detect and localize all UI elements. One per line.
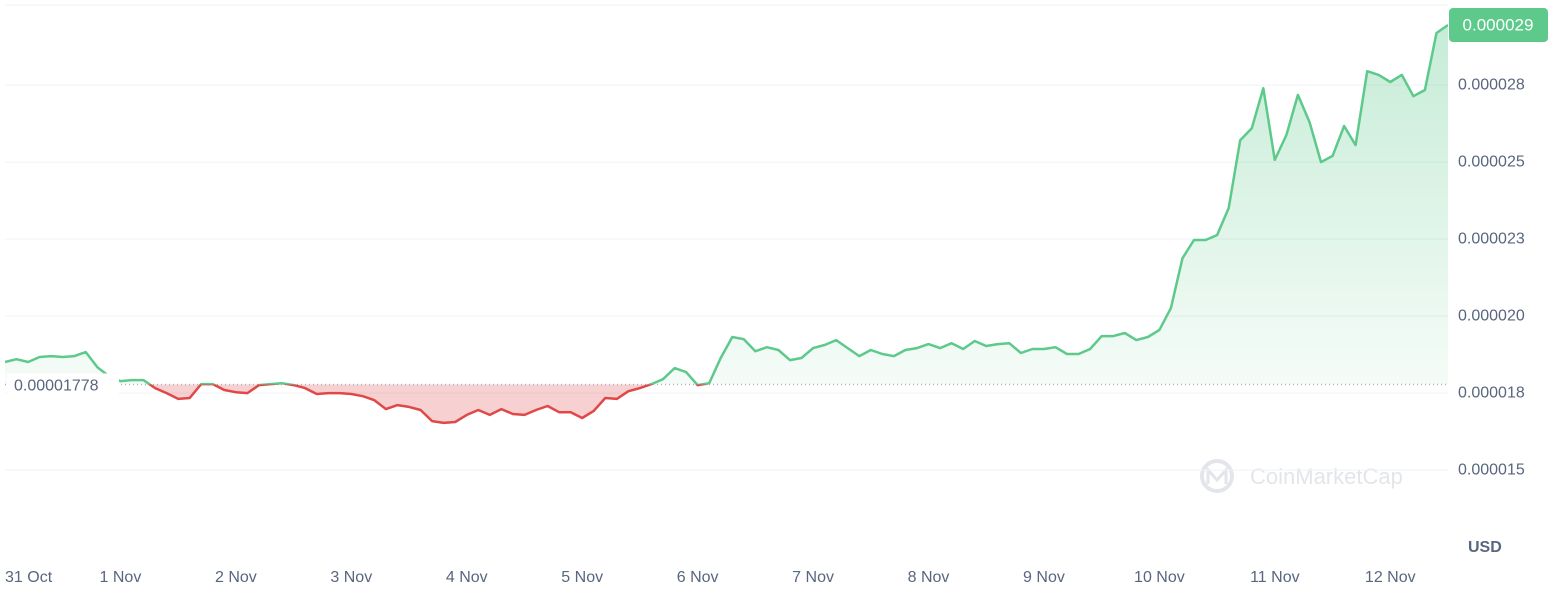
current-price-box (1449, 8, 1548, 43)
watermark-text: CoinMarketCap (1250, 464, 1403, 489)
x-tick-label: 9 Nov (1023, 569, 1065, 586)
baseline-label: 0.00001778 (14, 378, 99, 395)
y-tick-label: 0.000015 (1458, 461, 1525, 478)
x-tick-label: 4 Nov (446, 569, 488, 586)
baseline-label-box (7, 373, 119, 396)
x-tick-label: 2 Nov (215, 569, 257, 586)
x-tick-label: 6 Nov (677, 569, 719, 586)
x-tick-label: 31 Oct (5, 569, 53, 586)
y-tick-label: 0.000020 (1458, 307, 1525, 324)
x-tick-label: 10 Nov (1134, 569, 1185, 586)
watermark: CoinMarketCap (1200, 459, 1403, 493)
x-tick-label: 7 Nov (792, 569, 834, 586)
y-tick-label: 0.000028 (1458, 76, 1525, 93)
line-down (147, 384, 710, 425)
y-tick-label: 0.000025 (1458, 153, 1525, 170)
x-tick-label: 8 Nov (908, 569, 950, 586)
area-down (149, 384, 702, 423)
y-tick-label: 0.000023 (1458, 230, 1525, 247)
x-tick-label: 3 Nov (330, 569, 372, 586)
y-tick-label: 0.000018 (1458, 384, 1525, 401)
x-tick-label: 12 Nov (1365, 569, 1416, 586)
area-up (5, 25, 1448, 385)
x-tick-label: 5 Nov (561, 569, 603, 586)
currency-label: USD (1468, 539, 1502, 556)
line-up (4, 23, 1448, 385)
x-tick-label: 1 Nov (100, 569, 142, 586)
x-tick-label: 11 Nov (1250, 569, 1300, 586)
current-price-label: 0.000029 (1463, 16, 1534, 35)
